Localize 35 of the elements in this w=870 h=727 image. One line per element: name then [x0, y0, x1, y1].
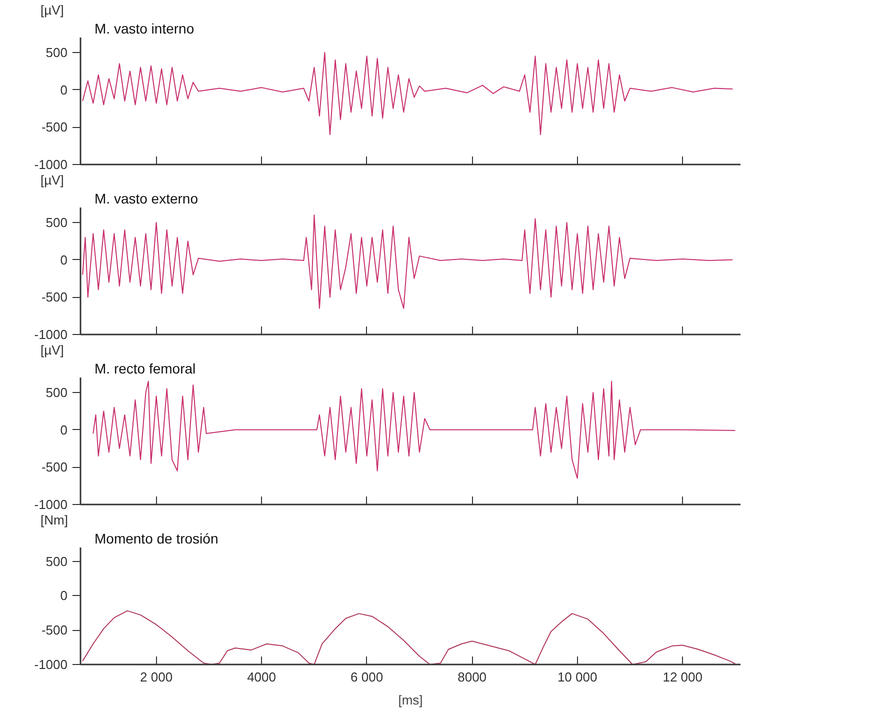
- y-tick-label: -500: [41, 120, 68, 135]
- y-tick-label: -1000: [34, 157, 68, 172]
- x-tick-label: 6 000: [350, 670, 384, 684]
- line-series: [82, 610, 736, 664]
- y-tick-label: -500: [41, 290, 68, 305]
- y-axis-title: [µV]: [40, 2, 64, 18]
- y-tick-label: 500: [46, 214, 68, 230]
- y-tick-label: 0: [60, 82, 68, 98]
- y-tick-label: 500: [46, 44, 68, 60]
- x-tick-label: 12 000: [662, 670, 702, 684]
- y-tick-label: 0: [60, 588, 68, 604]
- y-tick-label: 500: [46, 554, 68, 569]
- y-axis-title: [µV]: [40, 172, 64, 188]
- x-tick-label: 4000: [247, 670, 276, 684]
- x-tick-label: 2 000: [140, 670, 173, 684]
- chart-title: Momento de trosión: [94, 530, 218, 546]
- line-series: [92, 380, 736, 479]
- y-tick-label: -1000: [34, 327, 68, 342]
- y-tick-label: 500: [46, 384, 68, 400]
- x-tick-label: 10 000: [557, 670, 598, 684]
- y-tick-label: -500: [41, 460, 68, 475]
- line-series: [82, 214, 734, 309]
- y-tick-label: 0: [60, 252, 68, 268]
- y-tick-label: -1000: [34, 657, 68, 672]
- x-axis-title: [ms]: [398, 692, 423, 708]
- line-series: [82, 52, 734, 136]
- chart-title: M. recto femoral: [94, 360, 196, 376]
- y-tick-label: -1000: [34, 497, 68, 512]
- chart-title: M. vasto interno: [94, 20, 194, 36]
- x-tick-label: 8000: [458, 670, 487, 684]
- y-axis-title: [µV]: [40, 342, 64, 358]
- y-tick-label: -500: [41, 622, 68, 638]
- y-tick-label: 0: [60, 422, 68, 438]
- chart-title: M. vasto externo: [94, 190, 198, 206]
- y-axis-title: [Nm]: [40, 512, 68, 528]
